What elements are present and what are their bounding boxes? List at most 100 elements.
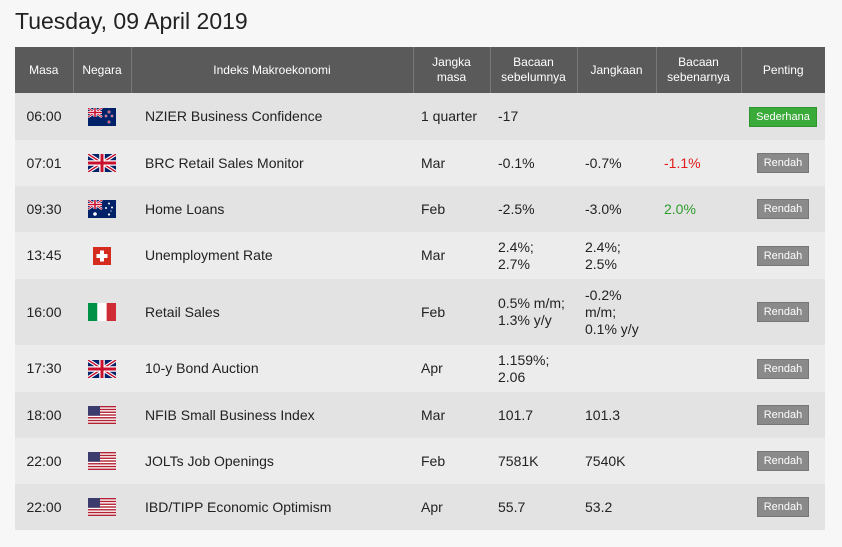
table-row: 22:00 IBD/TIPP Economic Optimism Apr 55.7 53… xyxy=(15,484,825,530)
event-indicator: 10-y Bond Auction xyxy=(131,345,413,392)
event-previous: 101.7 xyxy=(490,392,577,438)
event-time: 06:00 xyxy=(15,93,73,140)
event-time: 22:00 xyxy=(15,438,73,484)
event-indicator: Home Loans xyxy=(131,186,413,232)
column-header-previous: Bacaan sebelumnya xyxy=(489,47,577,93)
event-actual xyxy=(656,438,741,484)
table-header-row: Masa Negara Indeks Makroekonomi Jangka m… xyxy=(15,47,825,93)
country-cell xyxy=(73,279,131,345)
country-cell xyxy=(73,484,131,530)
italy-flag-icon xyxy=(88,303,116,322)
importance-cell: Rendah xyxy=(741,484,825,530)
new-zealand-flag-icon xyxy=(88,107,116,126)
event-previous: 7581K xyxy=(490,438,577,484)
importance-cell: Rendah xyxy=(741,140,825,186)
event-indicator: Retail Sales xyxy=(131,279,413,345)
table-row: 16:00 Retail Sales Feb 0.5% m/m; 1.3% y/y -0… xyxy=(15,279,825,345)
event-time: 09:30 xyxy=(15,186,73,232)
economic-calendar-table: Masa Negara Indeks Makroekonomi Jangka m… xyxy=(15,47,825,530)
column-header-period: Jangka masa xyxy=(412,47,490,93)
table-row: 22:00 JOLTs Job Openings Feb 7581K 7540K Rend… xyxy=(15,438,825,484)
event-previous: 2.4%; 2.7% xyxy=(490,232,577,279)
event-previous: -2.5% xyxy=(490,186,577,232)
event-period: Mar xyxy=(413,232,490,279)
importance-cell: Rendah xyxy=(741,438,825,484)
event-period: Feb xyxy=(413,186,490,232)
event-period: Mar xyxy=(413,392,490,438)
events-table-body: 06:00 NZIER Business Confidence 1 quarter -… xyxy=(15,93,825,530)
event-previous: 55.7 xyxy=(490,484,577,530)
importance-badge: Sederhana xyxy=(749,106,817,127)
importance-cell: Rendah xyxy=(741,392,825,438)
event-forecast: 101.3 xyxy=(577,392,656,438)
importance-badge: Rendah xyxy=(756,405,810,425)
event-actual xyxy=(656,484,741,530)
column-header-forecast: Jangkaan xyxy=(576,47,656,93)
event-forecast: 2.4%; 2.5% xyxy=(577,232,656,279)
event-period: Feb xyxy=(413,438,490,484)
event-forecast: -0.2% m/m; 0.1% y/y xyxy=(577,279,656,345)
column-header-actual: Bacaan sebenarnya xyxy=(655,47,741,93)
event-actual xyxy=(656,392,741,438)
table-row: 13:45 Unemployment Rate Mar 2.4%; 2.7% 2.4%;… xyxy=(15,232,825,279)
country-cell xyxy=(73,186,131,232)
event-forecast: 53.2 xyxy=(577,484,656,530)
event-previous: 1.159%; 2.06 xyxy=(490,345,577,392)
event-time: 17:30 xyxy=(15,345,73,392)
event-forecast xyxy=(577,345,656,392)
column-header-indicator: Indeks Makroekonomi xyxy=(130,47,413,93)
us-flag-icon xyxy=(88,452,116,471)
column-header-time: Masa xyxy=(15,47,73,93)
date-heading: Tuesday, 09 April 2019 xyxy=(15,8,248,34)
country-cell xyxy=(73,232,131,279)
event-previous: -17 xyxy=(490,93,577,140)
importance-cell: Rendah xyxy=(741,345,825,392)
event-previous: 0.5% m/m; 1.3% y/y xyxy=(490,279,577,345)
country-cell xyxy=(73,93,131,140)
event-actual xyxy=(656,93,741,140)
event-forecast: 7540K xyxy=(577,438,656,484)
importance-badge: Rendah xyxy=(756,358,810,379)
event-indicator: Unemployment Rate xyxy=(131,232,413,279)
column-header-importance: Penting xyxy=(740,47,825,93)
event-actual: 2.0% xyxy=(656,186,741,232)
event-period: Apr xyxy=(413,484,490,530)
event-forecast xyxy=(577,93,656,140)
country-cell xyxy=(73,392,131,438)
importance-cell: Rendah xyxy=(741,232,825,279)
event-time: 22:00 xyxy=(15,484,73,530)
event-time: 07:01 xyxy=(15,140,73,186)
table-row: 06:00 NZIER Business Confidence 1 quarter -… xyxy=(15,93,825,140)
event-period: Mar xyxy=(413,140,490,186)
importance-cell: Sederhana xyxy=(741,93,825,140)
event-forecast: -0.7% xyxy=(577,140,656,186)
event-time: 18:00 xyxy=(15,392,73,438)
event-actual: -1.1% xyxy=(656,140,741,186)
importance-badge: Rendah xyxy=(756,153,810,173)
event-indicator: IBD/TIPP Economic Optimism xyxy=(131,484,413,530)
australia-flag-icon xyxy=(88,200,116,219)
uk-flag-icon xyxy=(88,359,116,378)
event-previous: -0.1% xyxy=(490,140,577,186)
importance-cell: Rendah xyxy=(741,279,825,345)
us-flag-icon xyxy=(88,498,116,517)
event-forecast: -3.0% xyxy=(577,186,656,232)
importance-badge: Rendah xyxy=(756,199,810,219)
event-actual xyxy=(656,279,741,345)
table-row: 07:01 BRC Retail Sales Monitor Mar -0.1% -0.… xyxy=(15,140,825,186)
country-cell xyxy=(73,345,131,392)
switzerland-flag-icon xyxy=(88,246,116,265)
event-time: 16:00 xyxy=(15,279,73,345)
importance-badge: Rendah xyxy=(756,497,810,517)
importance-cell: Rendah xyxy=(741,186,825,232)
us-flag-icon xyxy=(88,406,116,425)
event-indicator: BRC Retail Sales Monitor xyxy=(131,140,413,186)
event-actual xyxy=(656,345,741,392)
table-row: 09:30 Home Loans Feb -2.5% -3.0% 2.0% Rendah xyxy=(15,186,825,232)
event-indicator: NFIB Small Business Index xyxy=(131,392,413,438)
event-actual xyxy=(656,232,741,279)
country-cell xyxy=(73,438,131,484)
event-time: 13:45 xyxy=(15,232,73,279)
uk-flag-icon xyxy=(88,154,116,173)
event-period: 1 quarter xyxy=(413,93,490,140)
